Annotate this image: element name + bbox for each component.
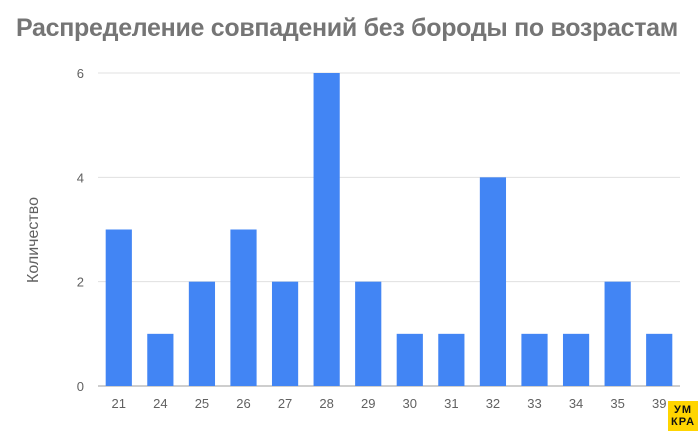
x-tick-label: 26 [236,396,250,411]
x-tick-label: 29 [361,396,375,411]
y-tick-label: 6 [77,66,84,81]
logo-line-1: УМ [673,404,692,416]
bar-30 [396,333,423,386]
y-tick-label: 2 [77,275,84,290]
x-tick-label: 32 [486,396,500,411]
y-tick-labels: 0 2 4 6 [77,66,84,394]
gridlines [98,72,680,387]
bar-34 [562,333,590,386]
x-tick-label: 35 [610,396,624,411]
y-tick-label: 4 [77,170,84,185]
x-tick-label: 33 [527,396,541,411]
y-tick-label: 0 [77,379,84,394]
x-tick-label: 27 [278,396,292,411]
bar-28 [313,73,340,386]
x-tick-label: 21 [112,396,126,411]
bar-39 [646,333,673,386]
bar-25 [188,281,216,386]
x-tick-label: 24 [153,396,167,411]
bar-24 [147,333,174,386]
bar-35 [604,281,631,386]
x-tick-label: 31 [444,396,458,411]
bar-26 [230,229,257,386]
bar-27 [271,281,299,386]
bar-21 [105,229,132,386]
logo-line-2: КРА [670,416,696,428]
bars [105,73,673,386]
x-tick-label: 30 [403,396,417,411]
bar-32 [479,177,507,386]
umkra-logo: УМ КРА [668,401,698,431]
chart-title: Распределение совпадений без бороды по в… [16,14,678,42]
x-tick-label: 39 [652,396,666,411]
x-tick-label: 34 [569,396,583,411]
bar-29 [355,281,382,386]
x-tick-label: 25 [195,396,209,411]
bar-33 [521,333,548,386]
y-axis-title: Количество [25,197,42,283]
x-tick-labels: 21 24 25 26 27 28 29 30 31 32 33 34 35 39 [112,396,667,411]
bar-31 [438,333,465,386]
x-tick-label: 28 [319,396,333,411]
